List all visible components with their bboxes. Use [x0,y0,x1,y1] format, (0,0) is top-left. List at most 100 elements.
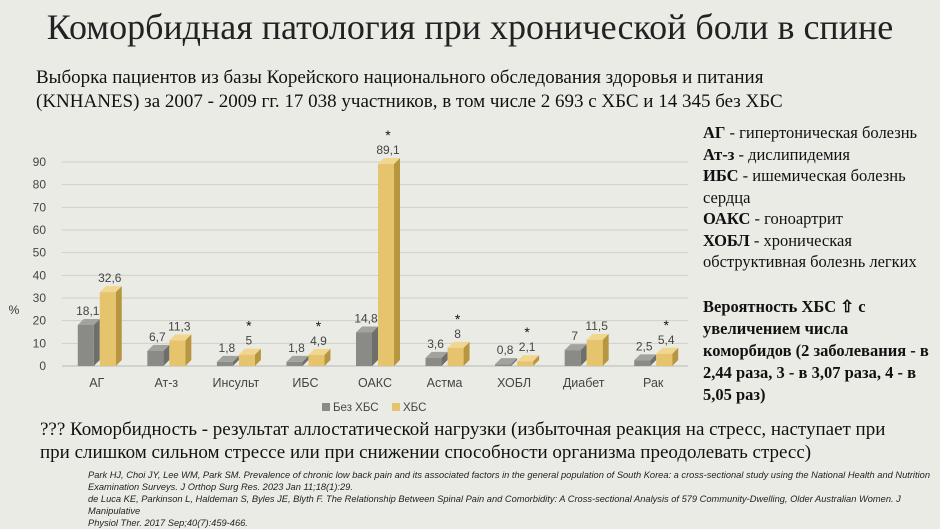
bar-top [634,354,657,361]
y-tick-label: 50 [33,246,47,260]
significance-marker: * [316,318,322,334]
bar-side [232,355,239,366]
bar [447,347,464,366]
data-label: 2,5 [636,339,653,353]
note-line: ??? Коморбидность - результат аллостатич… [40,419,886,440]
legend-swatch [392,403,400,411]
bar [378,164,394,366]
bar-side [254,348,261,366]
abbr-row: ОАКС - гоноартрит [703,208,938,230]
abbr-term: АГ [703,123,726,142]
abbr-row: ХОБЛ - хроническая обструктивная болезнь… [703,230,938,273]
bar-top [564,344,587,351]
abbr-term: Ат-з [703,144,735,164]
y-tick-label: 70 [33,200,47,214]
bar-side [533,355,540,366]
bar-top [356,326,378,333]
bar-top [308,348,331,355]
abbr-term: ХОБЛ [703,230,750,250]
abbr-row: Ат-з - дислипидемия [703,144,938,166]
bar-side [441,351,448,366]
bar-top [238,348,261,355]
references: Park HJ, Choi JY, Lee WM, Park SM. Preva… [88,469,936,529]
x-tick-label: ХОБЛ [497,376,531,390]
significance-marker: * [385,127,391,143]
bar [517,361,534,366]
bar [77,324,94,366]
bar [238,354,255,366]
bar-side [372,326,378,366]
note-line: при слишком сильном стрессе или при сниж… [40,442,812,463]
bar [634,360,651,366]
data-label: 1,8 [288,341,305,355]
bar-top [495,358,518,365]
abbr-row: ИБС - ишемическая болезнь сердца [703,165,938,208]
y-tick-label: 30 [33,291,47,305]
bar-top [517,355,540,362]
bar-top [77,318,100,325]
abbreviation-legend: АГ - гипертоническая болезнь Ат-з - дисл… [703,122,938,273]
y-tick-label: 20 [33,314,47,328]
x-tick-label: Рак [643,376,664,390]
significance-marker: * [663,317,669,333]
significance-marker: * [455,311,461,327]
bar [169,340,186,366]
bar [216,361,233,366]
bar [99,292,116,366]
bar [147,350,164,366]
bar-top [216,355,239,362]
bar [564,350,581,366]
data-label: 89,1 [376,143,400,157]
x-tick-label: Диабет [563,376,605,390]
bar-top [425,351,448,358]
data-label: 4,9 [310,334,327,348]
data-label: 5 [246,334,253,348]
bar-side [302,355,309,366]
data-label: 2,1 [519,340,536,354]
reference-line: Examination Surveys. J Orthop Surg Res. … [88,482,353,492]
bar-side [650,354,657,366]
bar-side [394,158,400,366]
reference-line: Park HJ, Choi JY, Lee WM, Park SM. Preva… [88,470,930,480]
x-tick-label: Ат-з [154,376,178,390]
bar-top [286,355,309,362]
abbr-text: - ишемическая болезнь сердца [703,166,906,207]
bar-side [324,348,331,366]
subtitle-line: Выборка пациентов из базы Корейского нац… [36,67,764,88]
probability-note: Вероятность ХБС ⇧ с увеличением числа ко… [703,297,929,404]
x-tick-label: ОАКС [358,376,392,390]
slide-subtitle: Выборка пациентов из базы Корейского нац… [36,66,916,114]
bar-side [93,318,100,366]
bar-side [115,286,122,366]
legend-label: Без ХБС [333,402,379,414]
y-tick-label: 40 [33,268,47,282]
reference-line: Physiol Ther. 2017 Sep;40(7):459-466. [88,518,248,528]
bar [656,353,673,366]
y-tick-label: 90 [33,155,47,169]
legend-swatch [322,403,330,411]
x-tick-label: АГ [89,376,104,390]
bar-top [447,341,470,348]
bar-side [163,344,170,366]
data-label: 32,6 [98,271,122,285]
y-tick-label: 0 [39,359,46,373]
bar [286,361,303,366]
comorbidity-bar-chart: 0 10 20 30 40 50 60 70 80 90% 18,1 32,6 АГ 6,711,3 Ат-… [9,127,688,414]
bar-side [672,347,679,366]
y-axis-label: % [9,303,20,317]
bar [495,364,512,366]
abbr-text: - гоноартрит [750,209,843,228]
bar-top [169,334,192,341]
abbr-term: ИБС [703,166,739,185]
abbr-row: АГ - гипертоническая болезнь [703,122,938,144]
data-label: 18,1 [76,304,100,318]
data-label: 8 [454,327,461,341]
data-label: 11,3 [168,319,191,333]
subtitle-line: (KNHANES) за 2007 - 2009 гг. 17 038 учас… [36,91,783,112]
data-label: 5,4 [658,333,675,347]
abbr-text: - хроническая обструктивная болезнь легк… [703,230,917,272]
x-tick-label: Астма [427,376,463,390]
data-label: 14,8 [354,311,378,325]
reference-line: de Luca KE, Parkinson L, Haldeman S, Byl… [88,494,901,516]
legend-label: ХБС [403,402,426,414]
